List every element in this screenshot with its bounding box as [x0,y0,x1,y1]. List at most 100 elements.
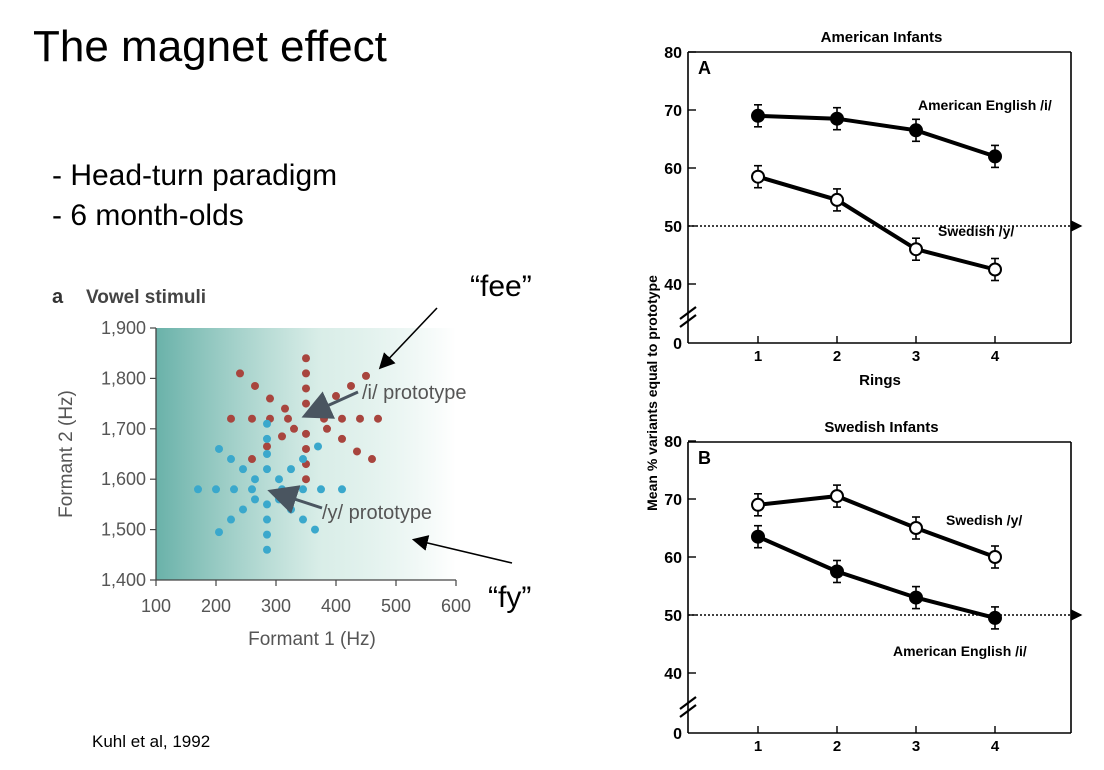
citation: Kuhl et al, 1992 [92,732,211,751]
line-chart-y-tick-label: 60 [664,161,682,178]
y-vowel-point [263,500,271,509]
i-vowel-point [248,455,256,464]
y-vowel-point [263,434,271,443]
i-vowel-point [227,414,235,423]
scatter-x-label: Formant 1 (Hz) [248,629,376,650]
series-label: Swedish /y/ [938,223,1014,239]
y-vowel-point [278,485,286,494]
y-vowel-point [287,465,295,474]
line-chart-y-tick-label: 0 [673,336,682,353]
y-vowel-point [248,485,256,494]
axis-break-mark [679,696,697,710]
i-vowel-point [251,381,259,390]
open-data-point [909,521,923,535]
i-vowel-point [302,429,310,438]
swedish-infants-chart: Swedish Infants B 40 50 60 70 80 0 1 2 3 4 Swedish /… [664,419,1083,755]
y-vowel-point [215,444,223,453]
scatter-y-tick-label: 1,900 [101,318,146,338]
line-chart-title: Swedish Infants [824,419,938,436]
series-label: Swedish /y/ [946,512,1022,528]
line-chart-x-tick-label: 2 [833,738,841,755]
i-vowel-point [302,354,310,363]
series-line [757,534,996,620]
line-chart-y-tick-label: 50 [664,608,682,625]
line-chart-panel-letter: B [698,448,711,468]
y-vowel-point [263,450,271,458]
filled-data-point [909,123,923,138]
filled-data-point [751,108,765,123]
i-vowel-point [302,369,310,378]
y-vowel-point [263,465,271,474]
i-vowel-point [263,442,271,451]
bullet-list: - Head-turn paradigm - 6 month-olds [52,156,337,236]
i-vowel-point [368,455,376,464]
i-vowel-point [302,399,310,408]
y-vowel-point [251,475,259,484]
y-vowel-point [311,525,319,534]
y-vowel-point [212,485,220,494]
bullet-item: - Head-turn paradigm [52,159,338,192]
line-chart-title: American Infants [821,29,943,46]
line-chart-x-tick-label: 4 [991,738,1000,755]
y-vowel-point [299,485,307,494]
open-data-point [751,169,765,184]
y-vowel-point [239,505,247,514]
callout-fee: “fee” [470,270,532,303]
filled-data-point [909,590,923,605]
callout-fy: “fy” [488,581,532,614]
i-prototype-arrow [301,390,359,419]
filled-data-point [988,610,1002,625]
i-vowel-point [320,414,328,423]
line-chart-x-tick-label: 3 [912,348,920,365]
i-vowel-point [278,432,286,441]
scatter-y-label: Formant 2 (Hz) [56,390,77,518]
y-vowel-point [299,455,307,464]
i-vowel-point [302,384,310,393]
y-vowel-point [251,495,259,504]
scatter-y-tick-label: 1,600 [101,469,146,489]
axis-break-mark [679,306,697,320]
line-chart-x-tick-label: 1 [754,738,762,755]
i-vowel-point [338,434,346,443]
line-chart-x-tick-label: 4 [991,348,1000,365]
y-vowel-point [263,515,271,524]
fee-arrow [378,307,438,370]
line-chart-y-tick-label: 60 [664,550,682,567]
i-vowel-point [281,404,289,413]
line-chart-x-tick-label: 2 [833,348,841,365]
line-chart-y-tick-label: 50 [664,219,682,236]
line-chart-y-tick-label: 70 [664,492,682,509]
y-vowel-point [239,465,247,474]
filled-data-point [830,564,844,579]
i-vowel-point [332,392,340,401]
i-vowel-point [347,381,355,390]
axis-break-mark [679,314,697,328]
i-vowel-point [266,394,274,403]
y-vowel-point [275,495,283,504]
scatter-x-tick-label: 400 [321,596,351,616]
i-vowel-point [362,371,370,380]
i-vowel-point [284,414,292,423]
i-vowel-point [236,369,244,378]
rings-axis-label: Rings [859,372,901,389]
filled-data-point [988,149,1002,164]
line-chart-panel-letter: A [698,58,711,78]
shared-y-label: Mean % variants equal to prototype [644,275,660,511]
y-vowel-point [314,442,322,451]
american-infants-chart: American Infants A 40 50 60 70 80 0 1 2 3 4 American… [664,29,1083,365]
vowel-scatter-chart: a Vowel stimuli 100 200 300 400 500 600 1,400 1… [52,286,471,650]
y-prototype-label: /y/ prototype [322,502,432,524]
line-chart-x-tick-label: 1 [754,348,762,365]
i-vowel-point [338,414,346,423]
i-vowel-point [374,414,382,423]
open-data-point [988,550,1002,564]
scatter-panel-letter: a [52,286,64,308]
fy-arrow [411,535,513,564]
scatter-x-tick-label: 300 [261,596,291,616]
line-chart-y-tick-label: 80 [664,434,682,451]
i-vowel-point [302,444,310,453]
scatter-y-tick-label: 1,800 [101,368,146,388]
i-vowel-point [290,424,298,433]
scatter-y-tick-label: 1,700 [101,419,146,439]
